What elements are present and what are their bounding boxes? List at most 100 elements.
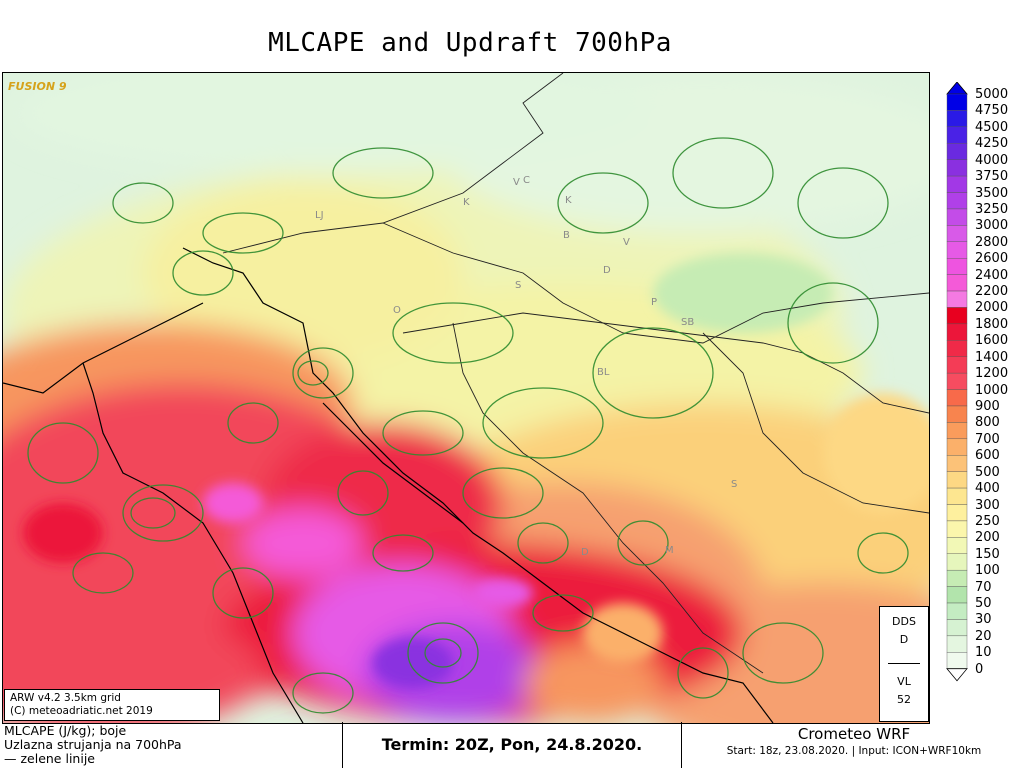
legend-top-arrow: [946, 82, 968, 95]
legend-swatch: [946, 93, 968, 111]
legend-swatch: [946, 537, 968, 554]
dds-box: DDS D VL 52: [879, 606, 929, 722]
footer-left-line1: MLCAPE (J/kg); boje: [4, 723, 127, 738]
legend-label: 400: [975, 481, 1000, 497]
legend-swatch: [946, 307, 968, 325]
legend-label: 800: [975, 415, 1000, 431]
legend-swatch: [946, 602, 968, 620]
dds-divider: [888, 663, 920, 664]
forecast-term: Termin: 20Z, Pon, 24.8.2020.: [342, 722, 682, 768]
legend-label: 70: [975, 579, 992, 595]
legend-label: 50: [975, 596, 992, 612]
legend-bar: [946, 82, 968, 682]
map-label: LJ: [315, 210, 324, 221]
legend-swatch: [946, 586, 968, 604]
legend-label: 3500: [975, 185, 1009, 201]
cape-fill: [3, 73, 929, 723]
legend-label: 3250: [975, 201, 1009, 217]
legend-label: 300: [975, 497, 1000, 513]
legend-swatch: [946, 225, 968, 242]
legend-label: 1000: [975, 382, 1009, 398]
map-label: V: [623, 237, 630, 248]
footer-left-line3: — zelene linije: [4, 751, 95, 766]
map-label: D: [603, 265, 611, 276]
footer-legend-text: MLCAPE (J/kg); boje Uzlazna strujanja na…: [4, 724, 340, 766]
legend-label: 5000: [975, 87, 1009, 102]
map-svg: LJ K V C K B V D S P SB BL S M D O: [3, 73, 929, 723]
legend-label: 2400: [975, 267, 1009, 283]
map-label: P: [651, 297, 657, 308]
legend-swatch: [946, 175, 968, 193]
legend-label: 700: [975, 431, 1000, 447]
legend-label: 0: [975, 661, 984, 677]
map-label: O: [393, 305, 401, 316]
legend-swatch: [946, 487, 968, 505]
legend-label: 150: [975, 546, 1000, 562]
coastline: [3, 247, 774, 723]
legend-label: 2800: [975, 234, 1009, 250]
legend-swatch: [946, 422, 968, 440]
legend-label: 1200: [975, 366, 1009, 382]
legend-swatch: [946, 274, 968, 292]
legend-swatch: [946, 208, 968, 226]
legend-swatch: [946, 569, 968, 587]
legend-label: 3000: [975, 218, 1009, 234]
legend-label: 1600: [975, 333, 1009, 349]
legend-label: 250: [975, 513, 1000, 529]
legend-swatch: [946, 553, 968, 571]
legend-label: 900: [975, 398, 1000, 414]
vl-value: 52: [897, 693, 911, 706]
legend-label: 100: [975, 563, 1000, 579]
legend-swatch: [946, 471, 968, 489]
legend-swatch: [946, 323, 968, 341]
map-label: S: [515, 280, 521, 291]
map-label: BL: [597, 367, 610, 378]
footer: MLCAPE (J/kg); boje Uzlazna strujanja na…: [0, 722, 1024, 768]
updraft-contours: [27, 137, 909, 714]
color-legend: 5000 4750 4500 4250 4000 3750 3500 3250 3000 2800…: [944, 82, 1024, 702]
dds-label: DDS: [892, 615, 916, 628]
legend-label: 30: [975, 612, 992, 628]
legend-swatch: [946, 438, 968, 456]
country-borders: [222, 73, 929, 674]
footer-model-info: Crometeo WRF Start: 18z, 23.08.2020. | I…: [684, 724, 1024, 758]
legend-swatch: [946, 257, 968, 275]
legend-label: 4250: [975, 136, 1009, 152]
model-run-info: Start: 18z, 23.08.2020. | Input: ICON+WR…: [726, 745, 982, 757]
legend-swatch: [946, 110, 968, 128]
legend-swatch: [946, 455, 968, 472]
legend-label: 200: [975, 530, 1000, 546]
legend-label: 600: [975, 448, 1000, 464]
legend-label: 500: [975, 464, 1000, 480]
legend-swatch: [946, 356, 968, 374]
map-label: K: [463, 197, 470, 208]
legend-swatch: [946, 290, 968, 308]
legend-swatch: [946, 241, 968, 259]
model-info-box: ARW v4.2 3.5km grid (C) meteoadriatic.ne…: [4, 689, 220, 721]
city-labels: LJ K V C K B V D S P SB BL S M D O: [315, 175, 737, 558]
dds-sublabel: D: [899, 633, 909, 646]
map-label: SB: [681, 317, 694, 328]
legend-swatch: [946, 372, 968, 390]
map-title: MLCAPE and Updraft 700hPa: [268, 28, 672, 58]
fusion-logo: FUSION 9: [8, 80, 67, 93]
legend-bottom-arrow: [946, 668, 968, 682]
legend-label: 2000: [975, 300, 1009, 316]
footer-left-line2: Uzlazna strujanja na 700hPa: [4, 737, 182, 752]
model-info-line2: (C) meteoadriatic.net 2019: [10, 705, 153, 717]
legend-swatch: [946, 340, 968, 357]
model-info-line1: ARW v4.2 3.5km grid: [10, 692, 121, 704]
weather-map: LJ K V C K B V D S P SB BL S M D O: [2, 72, 930, 724]
legend-label: 4500: [975, 119, 1009, 135]
model-name: Crometeo WRF: [797, 725, 911, 743]
cape-detail: [23, 253, 929, 688]
legend-swatch: [946, 126, 968, 144]
legend-label: 20: [975, 628, 992, 644]
legend-label: 1400: [975, 349, 1009, 365]
legend-label: 1800: [975, 316, 1009, 332]
legend-swatch: [946, 143, 968, 160]
legend-swatch: [946, 504, 968, 522]
legend-label: 4000: [975, 152, 1009, 168]
legend-swatch: [946, 652, 968, 669]
map-label: B: [563, 230, 570, 241]
